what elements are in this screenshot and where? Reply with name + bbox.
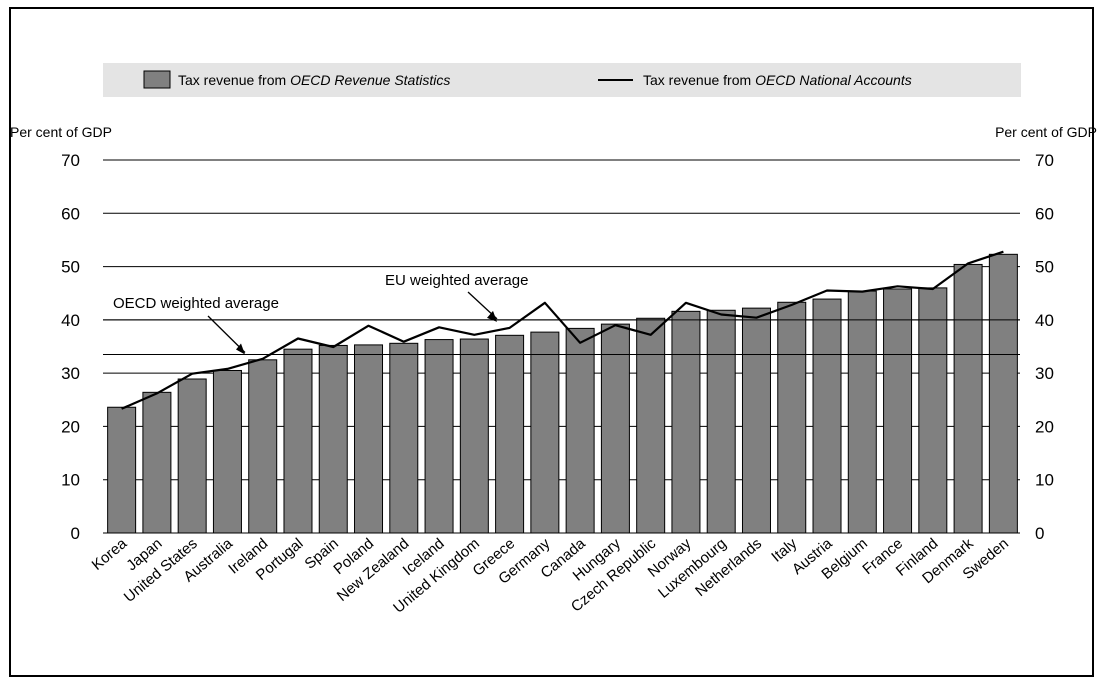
y-tick-left: 70 xyxy=(61,151,80,170)
national-accounts-line xyxy=(121,250,1004,410)
bar-poland xyxy=(354,344,384,534)
bar-finland xyxy=(918,287,948,534)
y-axis-label-right: Per cent of GDP xyxy=(995,124,1097,140)
annotation-oecd-average: OECD weighted average xyxy=(113,295,279,312)
y-tick-right: 20 xyxy=(1035,417,1054,436)
legend-bar-swatch xyxy=(143,70,171,89)
y-tick-labels: 0 0 10 10 20 20 30 30 40 40 50 50 60 60 70 70 xyxy=(61,151,1054,543)
bar-united-states xyxy=(177,378,207,534)
arrowhead-eu xyxy=(487,310,497,322)
y-tick-left: 50 xyxy=(61,258,80,277)
y-tick-left: 40 xyxy=(61,311,80,330)
reference-lines xyxy=(103,319,1020,355)
annotation-eu-average: EU weighted average xyxy=(385,272,528,289)
bar-united-kingdom xyxy=(459,338,489,534)
bar-luxembourg xyxy=(706,309,736,534)
bar-sweden xyxy=(988,253,1018,534)
y-tick-right: 60 xyxy=(1035,204,1054,223)
bar-hungary xyxy=(600,323,630,534)
bar-norway xyxy=(671,310,701,534)
bar-italy xyxy=(777,301,807,534)
bar-korea xyxy=(107,406,137,534)
y-tick-left: 20 xyxy=(61,417,80,436)
y-tick-right: 0 xyxy=(1035,524,1044,543)
bar-portugal xyxy=(283,348,313,534)
y-tick-left: 30 xyxy=(61,364,80,383)
y-tick-right: 30 xyxy=(1035,364,1054,383)
bar-czech-republic xyxy=(636,317,666,534)
x-label-korea: Korea xyxy=(89,535,131,574)
bar-germany xyxy=(530,331,560,534)
arrowhead-oecd xyxy=(236,343,245,355)
y-tick-right: 50 xyxy=(1035,258,1054,277)
bar-austria xyxy=(812,298,842,534)
legend-bar-label: Tax revenue from OECD Revenue Statistics xyxy=(178,72,450,88)
series-line xyxy=(121,250,1004,410)
legend-background xyxy=(103,63,1021,97)
bar-denmark xyxy=(953,263,983,534)
legend: Tax revenue from OECD Revenue Statistics… xyxy=(103,63,1021,97)
y-tick-left: 10 xyxy=(61,471,80,490)
bar-ireland xyxy=(248,359,278,534)
y-tick-left: 0 xyxy=(71,524,80,543)
annotations: OECD weighted average EU weighted average xyxy=(113,272,528,355)
chart-frame xyxy=(9,7,1094,677)
bar-new-zealand xyxy=(389,342,419,534)
bar-iceland xyxy=(424,339,454,534)
legend-line-label: Tax revenue from OECD National Accounts xyxy=(643,72,912,88)
bar-belgium xyxy=(847,290,877,534)
y-tick-right: 40 xyxy=(1035,311,1054,330)
bar-japan xyxy=(142,391,172,534)
y-tick-right: 10 xyxy=(1035,471,1054,490)
y-tick-right: 70 xyxy=(1035,151,1054,170)
bar-netherlands xyxy=(741,307,771,534)
bar-france xyxy=(883,288,913,534)
bars xyxy=(107,253,1018,534)
bar-canada xyxy=(565,327,595,534)
bar-greece xyxy=(495,334,525,534)
y-tick-left: 60 xyxy=(61,204,80,223)
y-axis-label-left: Per cent of GDP xyxy=(10,124,112,140)
bar-spain xyxy=(318,344,348,534)
bar-australia xyxy=(212,369,242,534)
